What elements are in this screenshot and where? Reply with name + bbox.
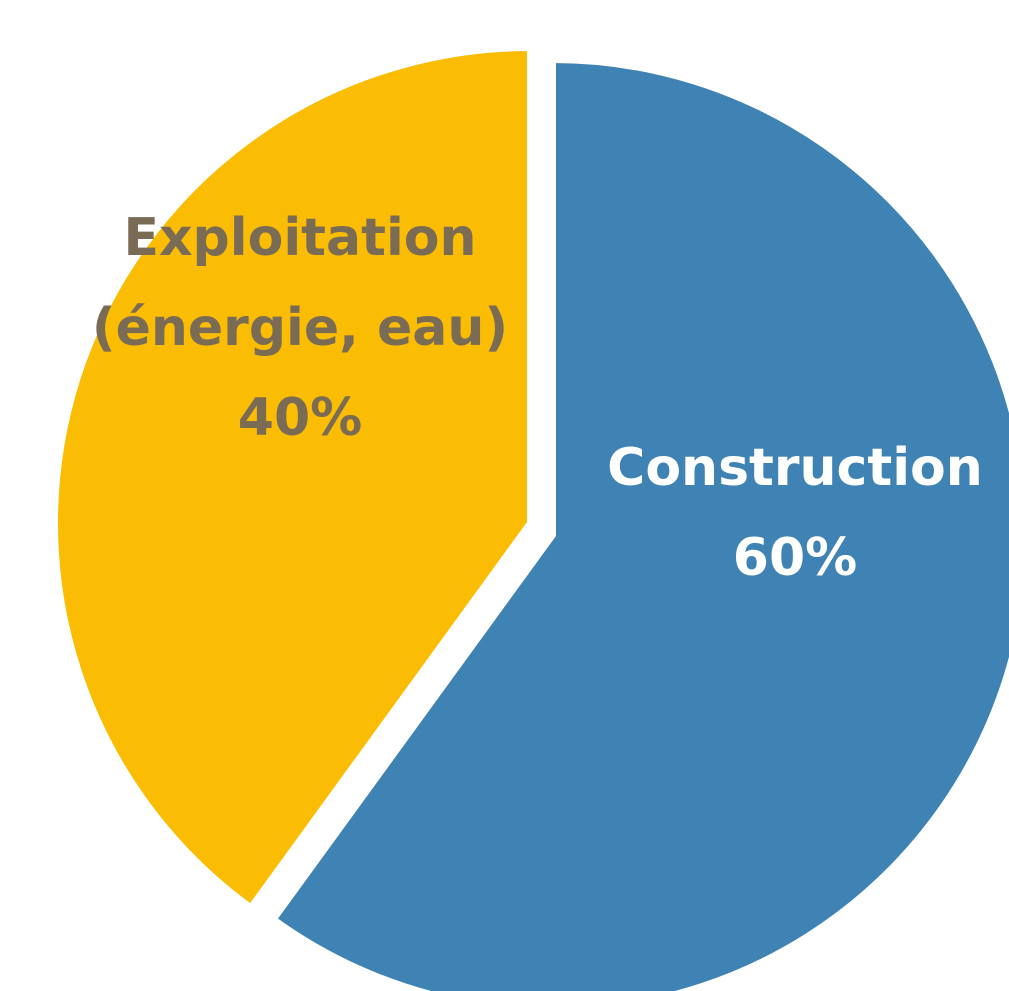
pie-slice-label-line: Exploitation bbox=[123, 208, 476, 268]
pie-slice-0 bbox=[269, 56, 1009, 991]
pie-labels: Construction 60% Exploitation (énergie, eau… bbox=[92, 208, 983, 588]
pie-slice-label-1: Exploitation (énergie, eau) 40% bbox=[92, 208, 508, 448]
pie-slice-label-line: Construction bbox=[607, 438, 983, 498]
pie-slice-label-line: 60% bbox=[733, 528, 857, 588]
pie-slice-label-0: Construction 60% bbox=[607, 438, 983, 588]
pie-slices bbox=[52, 44, 1009, 991]
pie-slice-1 bbox=[52, 44, 533, 912]
pie-slice-label-line: (énergie, eau) bbox=[92, 298, 508, 358]
pie-slice-label-line: 40% bbox=[238, 388, 362, 448]
